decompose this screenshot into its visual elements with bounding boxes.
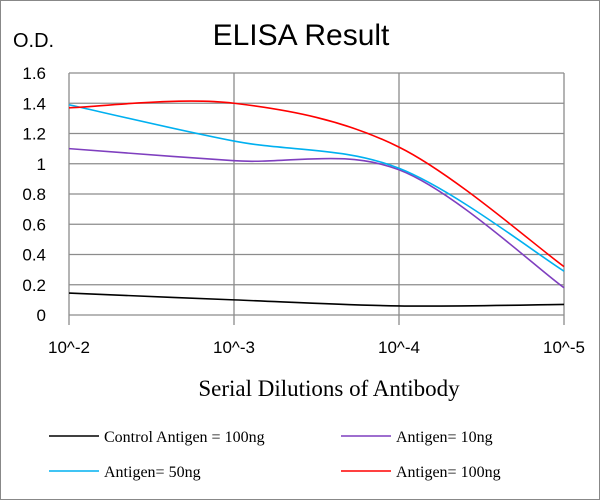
y-tick-label: 1 (37, 155, 46, 174)
x-tick-label: 10^-5 (543, 338, 585, 357)
series-line (68, 292, 565, 307)
series-line (68, 147, 565, 289)
y-tick-label: 0 (37, 306, 46, 325)
y-tick-label: 1.2 (22, 125, 46, 144)
y-tick-label: 1.4 (22, 94, 46, 113)
x-axis-label: Serial Dilutions of Antibody (198, 376, 460, 401)
legend-label: Antigen= 10ng (396, 429, 493, 446)
x-tick-label: 10^-4 (378, 338, 420, 357)
y-tick-label: 0.8 (22, 185, 46, 204)
series-line (68, 100, 565, 268)
x-tick-label: 10^-3 (213, 338, 255, 357)
y-tick-label: 0.4 (22, 246, 46, 265)
y-tick-label: 0.6 (22, 215, 46, 234)
chart-title: ELISA Result (213, 19, 390, 52)
y-tick-label: 1.6 (22, 64, 46, 83)
series-line (68, 103, 565, 272)
legend-label: Antigen= 100ng (396, 464, 501, 481)
legend-label: Antigen= 50ng (104, 464, 201, 481)
legend-label: Control Antigen = 100ng (104, 429, 265, 446)
y-tick-label: 0.2 (22, 276, 46, 295)
y-axis-label: O.D. (13, 30, 54, 52)
x-tick-label: 10^-2 (48, 338, 90, 357)
